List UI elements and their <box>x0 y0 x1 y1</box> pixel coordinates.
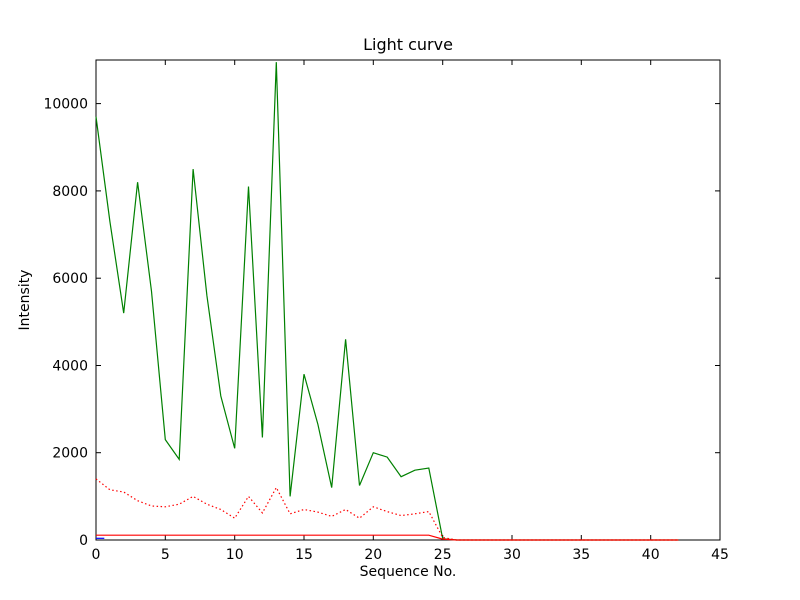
axes-frame <box>95 59 721 541</box>
x-tick-label: 0 <box>92 547 101 563</box>
y-tick-label: 0 <box>79 533 88 549</box>
x-tick-label: 45 <box>711 547 729 563</box>
red-solid-line <box>96 534 679 541</box>
y-tick-label: 6000 <box>52 271 88 287</box>
x-tick-label: 40 <box>642 547 660 563</box>
x-tick-label: 15 <box>295 547 313 563</box>
y-tick-label: 2000 <box>52 446 88 462</box>
x-tick-label: 30 <box>503 547 521 563</box>
x-tick-label: 25 <box>434 547 452 563</box>
chart-title: Light curve <box>363 35 453 54</box>
red-dotted-line <box>95 478 679 541</box>
x-tick-label: 20 <box>364 547 382 563</box>
x-tick-label: 10 <box>226 547 244 563</box>
x-tick-label: 5 <box>161 547 170 563</box>
x-axis-label: Sequence No. <box>359 564 457 580</box>
y-tick-label: 10000 <box>43 97 88 113</box>
green-solid-line <box>95 62 679 541</box>
y-axis-label: Intensity <box>17 269 33 331</box>
x-tick-label: 35 <box>572 547 590 563</box>
y-tick-label: 4000 <box>52 359 88 375</box>
y-tick-label: 8000 <box>52 184 88 200</box>
